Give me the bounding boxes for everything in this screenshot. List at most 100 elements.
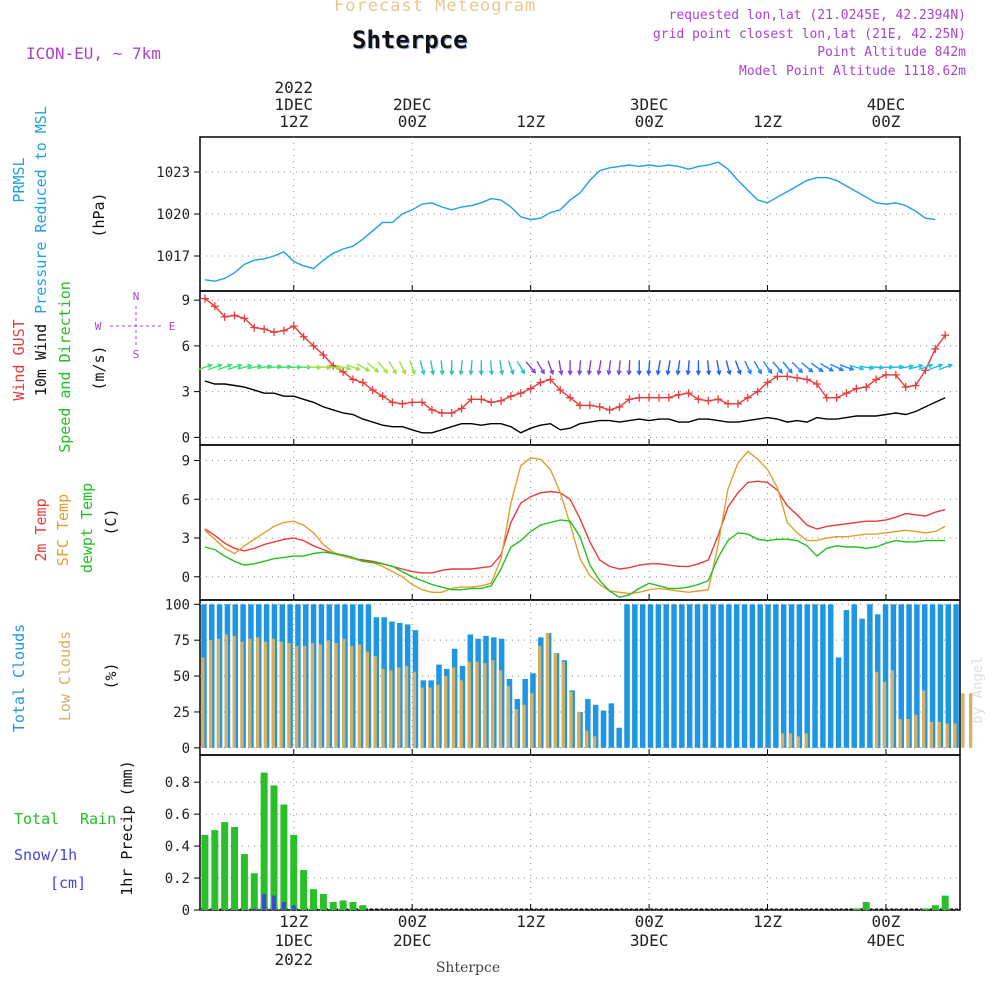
- wind-direction-arrow: [227, 363, 243, 371]
- rain-bar: [339, 900, 347, 910]
- total-clouds-bar: [867, 604, 873, 748]
- bottom-time-label: 3DEC: [630, 931, 669, 950]
- wind-direction-arrow: [918, 363, 934, 371]
- low-clouds-bar: [201, 657, 205, 748]
- low-clouds-bar: [569, 691, 573, 748]
- wind-direction-arrow: [547, 360, 555, 376]
- bottom-time-label: 00Z: [635, 912, 664, 931]
- low-clouds-label: Low Clouds: [56, 631, 74, 721]
- rain-bar: [310, 889, 318, 910]
- total-clouds-bar: [788, 604, 795, 748]
- location-title: Shterpce: [352, 26, 468, 54]
- rain-bar: [921, 908, 929, 910]
- wind-direction-arrow: [626, 360, 632, 376]
- compass-e: E: [169, 320, 176, 333]
- low-clouds-bar: [577, 711, 581, 748]
- rain-bar: [221, 822, 229, 910]
- low-clouds-bar: [248, 638, 252, 748]
- wind-direction-arrow: [606, 360, 612, 376]
- top-time-label: 3DEC: [630, 95, 669, 114]
- top-time-label: 12Z: [279, 112, 308, 131]
- rain-bar: [862, 902, 870, 910]
- requested-coords: requested lon,lat (21.0245E, 42.2394N): [668, 8, 966, 23]
- y-tick-label: 6: [182, 492, 190, 508]
- low-clouds-bar: [357, 644, 362, 748]
- rain-bar: [852, 908, 860, 910]
- wind-direction-arrow: [198, 363, 213, 371]
- total-clouds-bar: [953, 604, 959, 748]
- low-clouds-bar: [890, 670, 894, 748]
- low-clouds-bar: [922, 690, 926, 748]
- low-clouds-bar: [953, 723, 957, 748]
- total-clouds-bar: [780, 604, 787, 748]
- rain-bar: [201, 834, 209, 910]
- top-time-label: 2DEC: [393, 95, 432, 114]
- wind-direction-arrow: [336, 364, 352, 371]
- total-clouds-bar: [859, 618, 865, 748]
- total-clouds-bar: [726, 604, 732, 748]
- total-clouds-bar: [639, 604, 646, 748]
- low-clouds-bar: [436, 684, 440, 748]
- wind-direction-arrow: [207, 363, 223, 371]
- low-clouds-bar: [263, 641, 268, 748]
- rain-bar: [329, 902, 337, 910]
- low-clouds-bar: [232, 635, 236, 748]
- wind-direction-arrow: [928, 363, 944, 371]
- wind-direction-arrow: [449, 360, 455, 376]
- y-tick-label: 3: [182, 531, 190, 547]
- low-clouds-bar: [592, 736, 597, 748]
- wind-direction-arrow: [839, 364, 855, 371]
- low-clouds-bar: [961, 693, 965, 748]
- wind-direction-arrow: [744, 360, 752, 375]
- y-tick-label: 100: [165, 597, 190, 613]
- low-clouds-bar: [522, 704, 526, 748]
- compass-n: N: [133, 290, 140, 303]
- low-clouds-bar: [326, 640, 330, 748]
- total-clouds-bar: [741, 604, 748, 748]
- prmsl-full-label: Pressure Reduced to MSL: [32, 106, 50, 314]
- low-clouds-bar: [365, 651, 370, 748]
- gust-line: [204, 298, 946, 414]
- total-clouds-bar: [757, 604, 763, 748]
- rain-bar: [270, 785, 278, 910]
- low-clouds-bar: [381, 668, 385, 748]
- total-clouds-bar: [702, 604, 709, 748]
- bottom-time-label: 2022: [274, 950, 313, 969]
- total-clouds-bar: [773, 604, 779, 748]
- low-clouds-bar: [969, 693, 973, 748]
- low-clouds-bar: [874, 671, 879, 748]
- wind-label: 10m Wind: [32, 324, 50, 396]
- wind-direction-arrow: [646, 360, 652, 376]
- wind-direction-arrow: [356, 363, 371, 372]
- low-clouds-bar: [929, 721, 934, 748]
- wind-direction-arrow: [577, 360, 583, 376]
- total-clouds-bar: [632, 604, 638, 748]
- bottom-time-label: 1DEC: [274, 931, 313, 950]
- footer-location: Shterpce: [436, 960, 500, 976]
- gust-label: Wind GUST: [10, 319, 28, 400]
- low-clouds-bar: [279, 641, 283, 748]
- low-clouds-bar: [216, 638, 221, 748]
- low-clouds-bar: [209, 640, 213, 748]
- y-tick-label: 6: [182, 339, 190, 355]
- low-clouds-bar: [295, 645, 299, 748]
- total-clouds-bar: [718, 604, 724, 748]
- total-clouds-bar: [686, 604, 693, 748]
- low-clouds-bar: [906, 719, 910, 748]
- rain-bar: [319, 894, 327, 910]
- snow-bar: [291, 905, 296, 910]
- top-time-label: 12Z: [516, 112, 545, 131]
- wind-direction-arrow: [558, 360, 564, 376]
- low-clouds-bar: [530, 693, 534, 748]
- wind-direction-arrow: [217, 363, 233, 371]
- wind-direction-arrow: [734, 360, 742, 376]
- low-clouds-bar: [780, 733, 785, 748]
- top-time-label: 4DEC: [867, 95, 906, 114]
- compass-w: W: [95, 320, 102, 333]
- low-clouds-bar: [397, 667, 401, 748]
- total-clouds-bar: [929, 604, 936, 748]
- low-clouds-bar: [451, 667, 456, 748]
- low-clouds-bar: [334, 643, 338, 748]
- model-label: ICON-EU, ~ 7km: [26, 44, 161, 63]
